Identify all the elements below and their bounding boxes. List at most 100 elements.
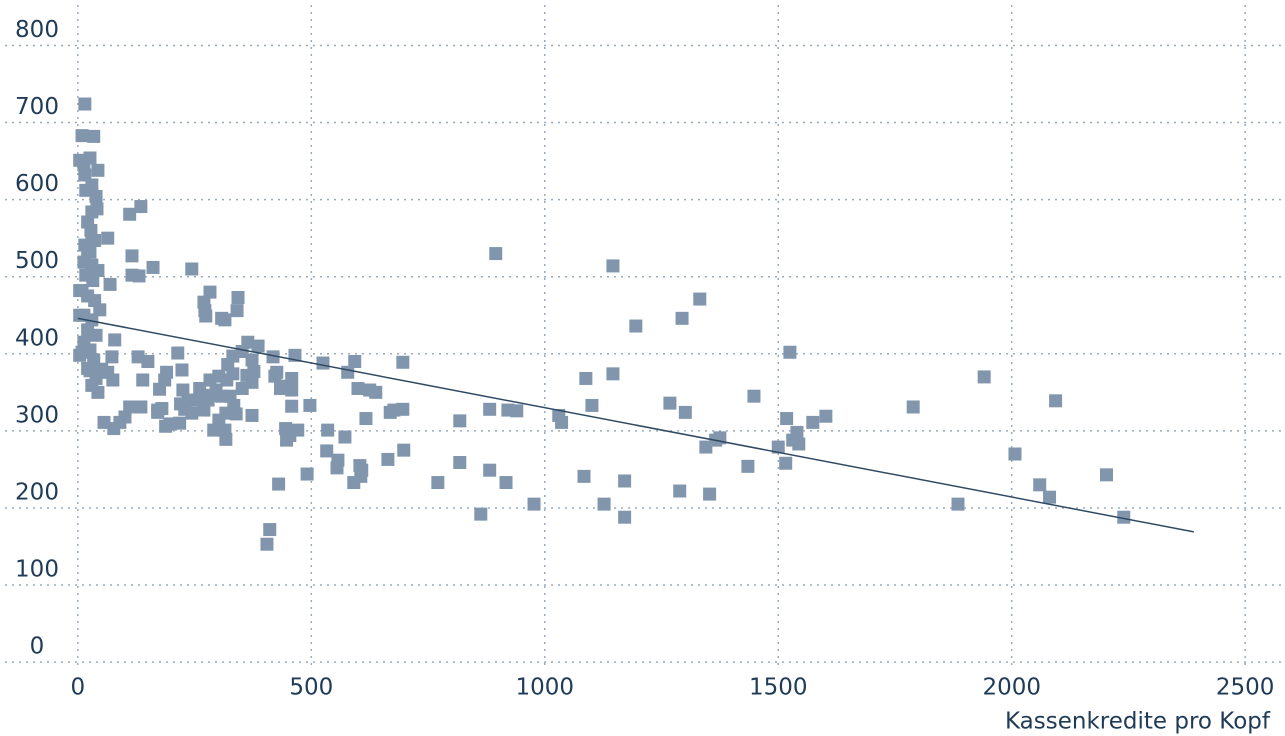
point <box>203 373 217 387</box>
point <box>779 456 793 470</box>
point <box>629 319 643 333</box>
point <box>618 510 632 524</box>
point <box>291 423 305 437</box>
point <box>266 350 280 364</box>
point <box>81 243 95 257</box>
y-tick-label: 500 <box>15 248 59 274</box>
point <box>199 309 213 323</box>
point <box>606 367 620 381</box>
point <box>489 247 503 261</box>
point <box>272 477 286 491</box>
point <box>185 262 199 276</box>
point <box>951 497 965 511</box>
point <box>483 463 497 477</box>
point <box>359 412 373 426</box>
point <box>285 383 299 397</box>
point <box>285 399 299 413</box>
point <box>85 313 99 327</box>
point <box>663 396 677 410</box>
point <box>79 183 93 197</box>
point <box>747 389 761 403</box>
point <box>673 484 687 498</box>
point <box>351 381 365 395</box>
point <box>453 414 467 428</box>
x-tick-label: 500 <box>289 675 333 701</box>
point <box>819 409 833 423</box>
point <box>91 385 105 399</box>
point <box>105 350 119 364</box>
point <box>792 437 806 451</box>
point <box>229 407 243 421</box>
x-tick-label: 0 <box>71 675 86 701</box>
point <box>107 422 121 436</box>
point <box>86 274 100 288</box>
point <box>219 432 233 446</box>
point <box>193 381 207 395</box>
point <box>73 284 87 298</box>
point <box>245 353 259 367</box>
point <box>703 487 717 501</box>
point <box>73 308 87 322</box>
point <box>678 405 692 419</box>
point <box>499 476 513 490</box>
point <box>78 168 92 182</box>
y-tick-label: 300 <box>15 402 59 428</box>
point <box>396 402 410 416</box>
point <box>527 497 541 511</box>
point <box>73 348 87 362</box>
point <box>320 444 334 458</box>
point <box>235 381 249 395</box>
point <box>675 311 689 325</box>
point <box>153 382 167 396</box>
point <box>431 476 445 490</box>
point <box>91 163 105 177</box>
point <box>103 277 117 291</box>
point <box>215 389 229 403</box>
x-axis-label: Kassenkredite pro Kopf <box>1005 709 1271 735</box>
point <box>316 356 330 370</box>
point <box>300 467 314 481</box>
point <box>176 383 190 397</box>
point <box>806 415 820 429</box>
trend-line <box>77 317 1194 533</box>
point <box>338 430 352 444</box>
point <box>164 417 178 431</box>
point <box>977 370 991 384</box>
point <box>230 304 244 318</box>
point <box>1049 394 1063 408</box>
point <box>207 423 221 437</box>
point <box>108 333 122 347</box>
point <box>89 190 103 204</box>
point <box>263 523 277 537</box>
point <box>268 369 282 383</box>
y-tick-label: 800 <box>15 17 59 43</box>
point <box>174 397 188 411</box>
point <box>197 403 211 417</box>
y-tick-label: 200 <box>15 479 59 505</box>
point <box>780 412 794 426</box>
point <box>381 452 395 466</box>
x-tick-label: 1500 <box>749 675 808 701</box>
point <box>175 363 189 377</box>
point <box>123 207 137 221</box>
y-tick-label: 600 <box>15 171 59 197</box>
point <box>453 455 467 469</box>
point <box>85 233 99 247</box>
point <box>771 440 785 454</box>
point <box>136 373 150 387</box>
point <box>1043 490 1057 504</box>
point <box>251 339 265 353</box>
point <box>123 400 137 414</box>
point <box>83 151 97 165</box>
point <box>397 443 411 457</box>
point <box>585 398 599 412</box>
point <box>597 497 611 511</box>
point <box>125 249 139 263</box>
point <box>693 292 707 306</box>
point <box>78 97 92 111</box>
point <box>89 328 103 342</box>
point <box>341 365 355 379</box>
point <box>303 398 317 412</box>
point <box>396 355 410 369</box>
point <box>146 260 160 274</box>
